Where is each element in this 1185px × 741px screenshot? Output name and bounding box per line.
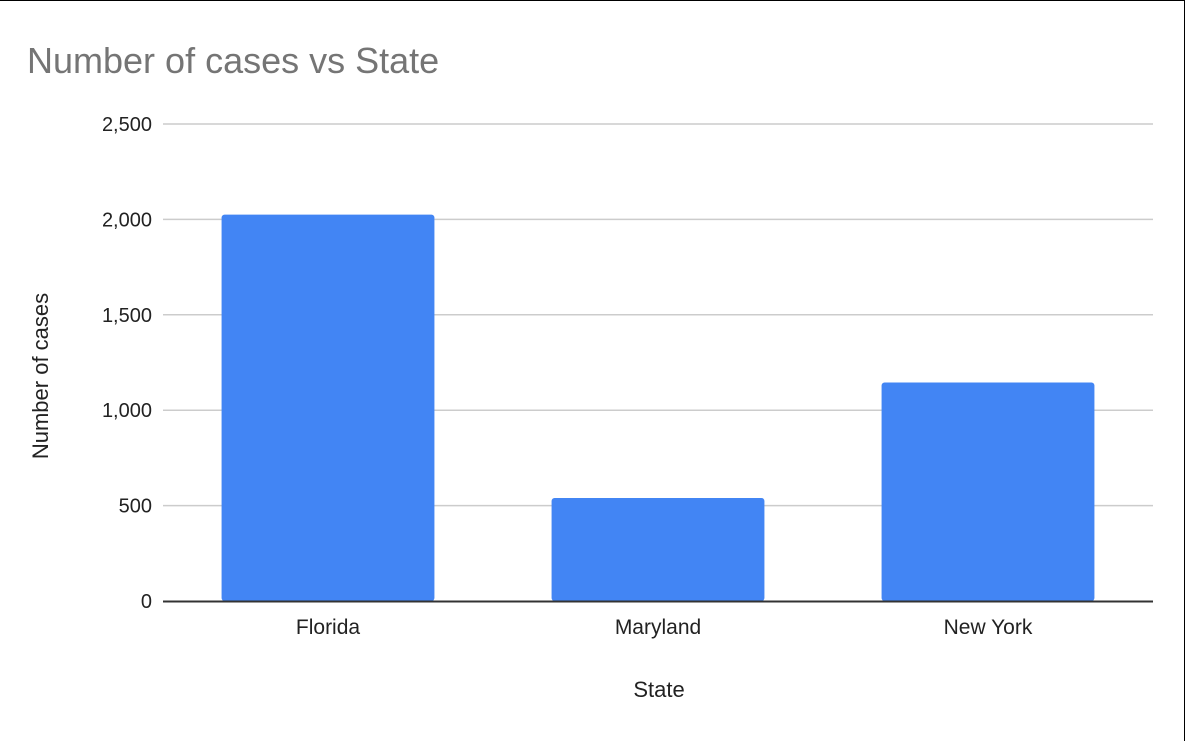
bar-new-york bbox=[881, 382, 1095, 601]
x-axis-tick-labels: Florida Maryland New York bbox=[296, 616, 1033, 639]
x-tick-label: Florida bbox=[296, 616, 361, 639]
x-tick-label: Maryland bbox=[615, 616, 701, 639]
y-tick-label: 1,500 bbox=[102, 305, 152, 327]
y-axis-label: Number of cases bbox=[28, 293, 53, 459]
bar-maryland bbox=[551, 497, 765, 601]
bars bbox=[221, 214, 1095, 601]
y-tick-label: 0 bbox=[141, 591, 152, 613]
y-tick-label: 500 bbox=[119, 496, 152, 518]
x-axis-label: State bbox=[633, 677, 684, 702]
x-tick-label: New York bbox=[944, 616, 1033, 639]
bar-florida bbox=[221, 214, 435, 601]
y-tick-label: 1,000 bbox=[102, 400, 152, 422]
chart-title: Number of cases vs State bbox=[27, 40, 440, 81]
y-tick-label: 2,500 bbox=[102, 114, 152, 136]
y-axis-tick-labels: 0 500 1,000 1,500 2,000 2,500 bbox=[102, 114, 152, 613]
y-tick-label: 2,000 bbox=[102, 209, 152, 231]
